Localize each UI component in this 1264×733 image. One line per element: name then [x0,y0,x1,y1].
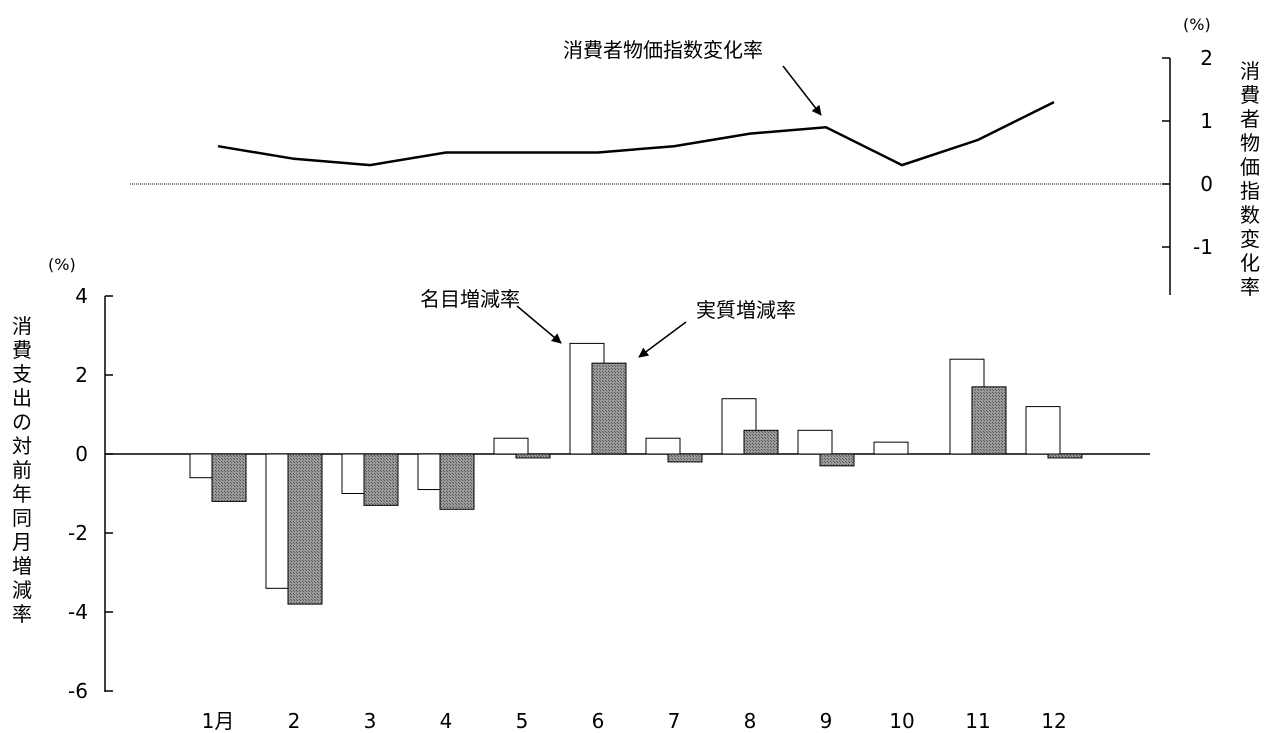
bottom-ylabel-char: 月 [12,530,32,554]
top-tick-label: 1 [1200,109,1213,133]
real-bar [439,453,475,510]
top-tick-label: 0 [1200,172,1213,196]
top-ylabel-char: 率 [1240,275,1260,299]
bottom-ylabel-char: 対 [12,434,32,458]
top-ylabel-char: 消 [1240,59,1260,83]
bottom-unit-label: (%) [48,255,76,274]
x-axis-labels: 1月 2 3 4 5 6 7 8 9 10 11 12 [202,709,1067,733]
bottom-ylabel-char: の [12,410,32,434]
cpi-series-line [217,100,1055,167]
top-tick-label: -1 [1193,235,1213,259]
x-tick-label: 1月 [202,709,235,733]
x-tick-label: 12 [1041,709,1066,733]
top-ylabel-char: 者 [1240,107,1260,131]
nominal-bar [645,437,681,455]
bottom-tick-label: -4 [68,600,88,624]
top-unit-label: (%) [1183,15,1211,34]
top-ylabel-char: 費 [1240,83,1260,107]
real-bar [743,429,779,455]
top-ylabel-char: 物 [1240,131,1260,155]
bottom-ylabel-char: 出 [12,386,32,410]
real-annotation-label: 実質増減率 [696,298,796,322]
bottom-ylabel-char: 前 [12,458,32,482]
real-bar [287,453,323,605]
x-tick-label: 4 [440,709,453,733]
real-annotation-arrow [638,321,687,358]
nominal-bar [1025,406,1061,455]
bottom-ylabel-char: 消 [12,314,32,338]
bottom-tick-label: 2 [75,363,88,387]
bottom-tick-label: 4 [75,284,88,308]
nominal-bar [873,441,909,455]
x-tick-label: 8 [744,709,757,733]
x-tick-label: 6 [592,709,605,733]
top-ylabel-char: 変 [1240,227,1260,251]
cpi-annotation-label: 消費者物価指数変化率 [563,38,763,62]
cpi-change-chart: (%) 2 1 0 -1 消費者物価指数変化率 消費者物価指数変化率 [130,15,1260,299]
top-y-ticks: 2 1 0 -1 [1162,46,1213,259]
bottom-ylabel-char: 率 [12,602,32,626]
bottom-ylabel-char: 支 [12,362,32,386]
x-tick-label: 2 [288,709,301,733]
x-tick-label: 9 [820,709,833,733]
cpi-annotation-arrow [782,65,822,116]
bar-series [189,342,1083,605]
top-ylabel-char: 価 [1240,155,1260,179]
top-tick-label: 2 [1200,46,1213,70]
bottom-ylabel-char: 費 [12,338,32,362]
top-ylabel-char: 数 [1240,203,1260,227]
real-bar [1047,453,1083,459]
nominal-annotation-arrow [516,305,562,344]
x-tick-label: 10 [889,709,914,733]
real-bar [211,453,247,502]
top-ylabel-char: 化 [1240,251,1260,275]
x-tick-label: 3 [364,709,377,733]
real-bar [515,453,551,459]
real-bar [591,362,627,455]
bottom-ylabel-char: 減 [12,578,32,602]
x-tick-label: 5 [516,709,529,733]
real-bar [667,453,703,463]
x-tick-label: 11 [965,709,990,733]
bottom-tick-label: -6 [68,679,88,703]
bottom-y-ticks: 4 2 0 -2 -4 -6 [68,284,113,703]
nominal-bar [797,429,833,455]
nominal-annotation-label: 名目増減率 [420,287,520,311]
bottom-tick-label: 0 [75,442,88,466]
real-bar [363,453,399,506]
bottom-tick-label: -2 [68,521,88,545]
top-y-axis-label: 消費者物価指数変化率 [1240,59,1260,299]
x-tick-label: 7 [668,709,681,733]
bottom-ylabel-char: 同 [12,506,32,530]
bottom-ylabel-char: 年 [12,482,32,506]
bottom-ylabel-char: 増 [12,554,32,578]
real-bar [819,453,855,467]
nominal-bar [493,437,529,455]
real-bar [971,386,1007,455]
top-ylabel-char: 指 [1240,179,1260,203]
